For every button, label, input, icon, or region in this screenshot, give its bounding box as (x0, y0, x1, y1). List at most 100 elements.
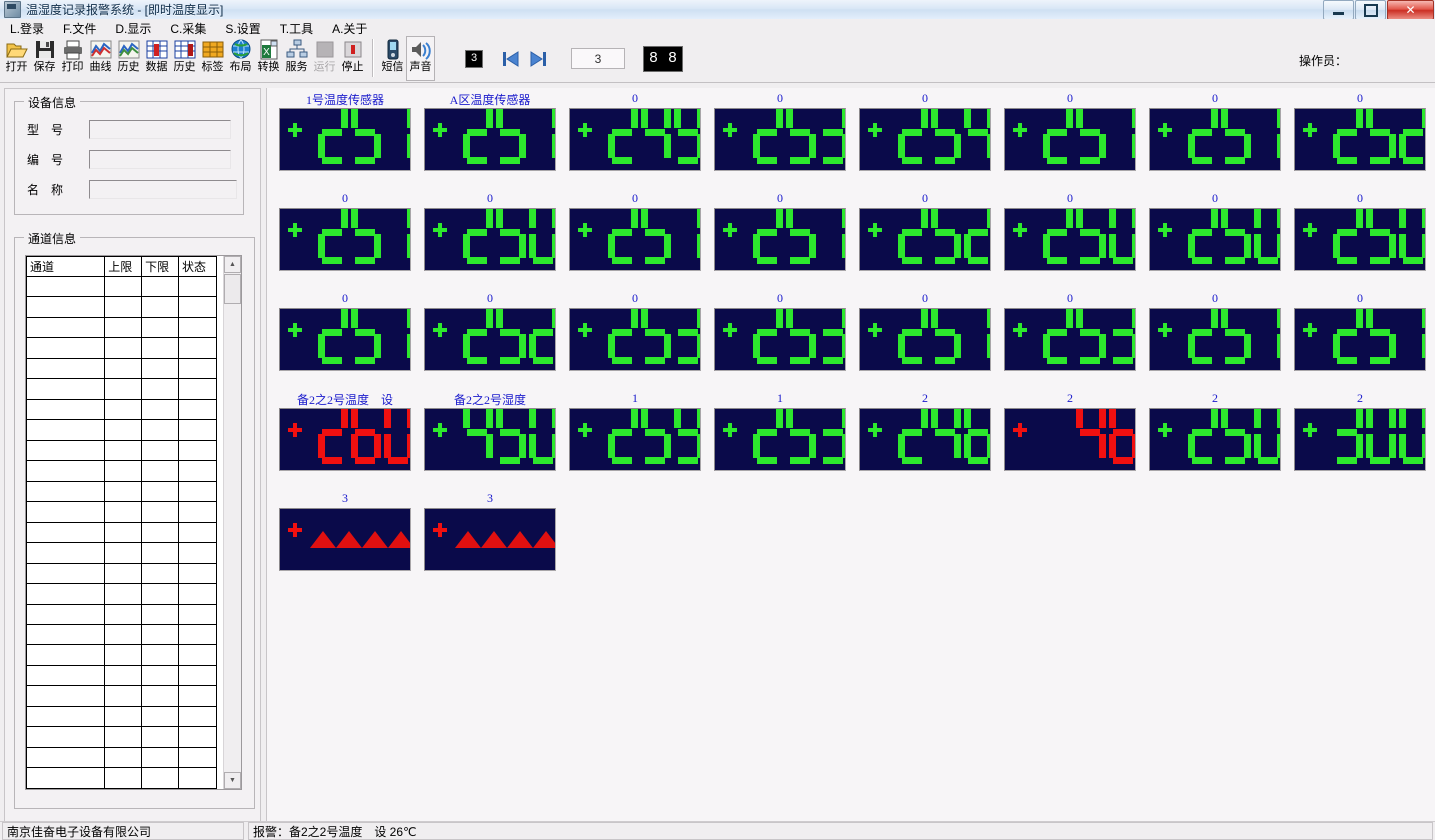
menu-acquire[interactable]: C.采集 (170, 21, 207, 36)
sensor-cell[interactable]: 0 (1294, 91, 1426, 175)
digit-group (752, 109, 845, 170)
table-row[interactable] (26, 398, 218, 421)
sensor-cell[interactable]: 2 (1294, 391, 1426, 475)
channel-cell (177, 685, 218, 707)
sensor-cell[interactable]: 0 (1004, 91, 1136, 175)
digit-group (752, 309, 845, 370)
table-row[interactable] (26, 685, 218, 707)
menu-login[interactable]: L.登录 (10, 21, 45, 36)
sensor-cell[interactable]: 2 (1149, 391, 1281, 475)
sensor-cell[interactable]: 3 (279, 491, 411, 575)
nav-first-button[interactable] (499, 48, 523, 70)
sensor-cell[interactable]: 0 (424, 191, 556, 275)
toolbar-convert[interactable]: X 转换 (255, 37, 282, 80)
table-row[interactable] (26, 460, 218, 482)
toolbar-sound[interactable]: 声音 (406, 36, 435, 81)
segment-D (1225, 457, 1245, 464)
scroll-up-arrow-icon[interactable]: ▲ (224, 256, 241, 273)
table-row[interactable] (26, 480, 218, 503)
sensor-cell[interactable]: 0 (569, 91, 701, 175)
sensor-cell[interactable]: 0 (569, 291, 701, 375)
menu-file[interactable]: F.文件 (63, 21, 97, 36)
menu-settings[interactable]: S.设置 (225, 21, 261, 36)
sensor-cell[interactable]: 备2之2号湿度 (424, 391, 556, 475)
table-row[interactable] (26, 337, 218, 359)
sensor-cell[interactable]: 0 (714, 91, 846, 175)
toolbar-history-data[interactable]: 历史 (171, 37, 198, 80)
sensor-cell[interactable]: 0 (1294, 191, 1426, 275)
sensor-cell[interactable]: 0 (859, 191, 991, 275)
table-row[interactable] (26, 275, 218, 298)
table-row[interactable] (26, 562, 218, 585)
sensor-cell[interactable]: 0 (279, 291, 411, 375)
device-name-field[interactable] (89, 180, 237, 199)
nav-last-button[interactable] (526, 48, 550, 70)
sensor-cell[interactable]: 0 (714, 191, 846, 275)
channel-table-scrollbar[interactable]: ▲ ▼ (223, 256, 241, 789)
minimize-button[interactable] (1323, 0, 1354, 20)
sensor-cell[interactable]: 0 (1294, 291, 1426, 375)
menu-display[interactable]: D.显示 (115, 21, 152, 36)
sensor-cell[interactable]: 0 (1004, 191, 1136, 275)
sensor-cell[interactable]: 0 (1149, 91, 1281, 175)
table-row[interactable] (26, 296, 218, 318)
sensor-cell[interactable]: 2 (1004, 391, 1136, 475)
sensor-cell[interactable]: 0 (714, 291, 846, 375)
seven-seg-digit (751, 409, 785, 466)
toolbar-stop[interactable]: 停止 (339, 37, 366, 80)
table-row[interactable] (26, 378, 218, 400)
table-row[interactable] (26, 746, 218, 769)
table-row[interactable] (26, 644, 218, 666)
table-row[interactable] (26, 726, 218, 748)
table-row[interactable] (26, 767, 218, 789)
sensor-cell[interactable]: 2 (859, 391, 991, 475)
toolbar-data[interactable]: 数据 (143, 37, 170, 80)
sensor-cell[interactable]: 1 (714, 391, 846, 475)
table-row[interactable] (26, 623, 218, 646)
toolbar-save[interactable]: 保存 (31, 37, 58, 80)
toolbar-label[interactable]: 标签 (199, 37, 226, 80)
toolbar-curve[interactable]: 曲线 (87, 37, 114, 80)
toolbar-open[interactable]: 打开 (3, 37, 30, 80)
toolbar-layout[interactable]: 布局 (227, 37, 254, 80)
table-row[interactable] (26, 603, 218, 625)
toolbar-print[interactable]: 打印 (59, 37, 86, 80)
table-row[interactable] (26, 705, 218, 728)
seven-seg-digit (1074, 109, 1108, 166)
sensor-cell[interactable]: 0 (279, 191, 411, 275)
page-number-input[interactable]: 3 (571, 48, 625, 69)
scroll-down-arrow-icon[interactable]: ▼ (224, 772, 241, 789)
sensor-cell[interactable]: 1 (569, 391, 701, 475)
table-row[interactable] (26, 583, 218, 605)
segment-D (612, 457, 632, 464)
maximize-button[interactable] (1355, 0, 1386, 20)
sensor-cell[interactable]: 0 (859, 291, 991, 375)
table-row[interactable] (26, 419, 218, 441)
device-model-field[interactable] (89, 120, 231, 139)
sensor-cell[interactable]: A区温度传感器 (424, 91, 556, 175)
sensor-cell[interactable]: 0 (1149, 191, 1281, 275)
sensor-cell[interactable]: 0 (859, 91, 991, 175)
device-serial-field[interactable] (89, 150, 231, 169)
scrollbar-thumb[interactable] (224, 274, 241, 304)
toolbar-service[interactable]: 服务 (283, 37, 310, 80)
table-row[interactable] (26, 664, 218, 687)
sensor-cell[interactable]: 备2之2号温度 设 (279, 391, 411, 475)
toolbar-sms[interactable]: 短信 (379, 37, 406, 80)
sensor-cell[interactable]: 0 (424, 291, 556, 375)
menu-about[interactable]: A.关于 (332, 21, 368, 36)
sensor-cell[interactable]: 0 (1004, 291, 1136, 375)
menu-tools[interactable]: T.工具 (279, 21, 314, 36)
table-row[interactable] (26, 316, 218, 339)
sensor-cell[interactable]: 3 (424, 491, 556, 575)
table-row[interactable] (26, 439, 218, 462)
table-row[interactable] (26, 501, 218, 523)
close-button[interactable]: ✕ (1387, 0, 1434, 20)
sensor-cell[interactable]: 0 (569, 191, 701, 275)
table-row[interactable] (26, 521, 218, 544)
table-row[interactable] (26, 357, 218, 380)
toolbar-history-curve[interactable]: 历史 (115, 37, 142, 80)
table-row[interactable] (26, 542, 218, 564)
sensor-cell[interactable]: 1号温度传感器 (279, 91, 411, 175)
sensor-cell[interactable]: 0 (1149, 291, 1281, 375)
